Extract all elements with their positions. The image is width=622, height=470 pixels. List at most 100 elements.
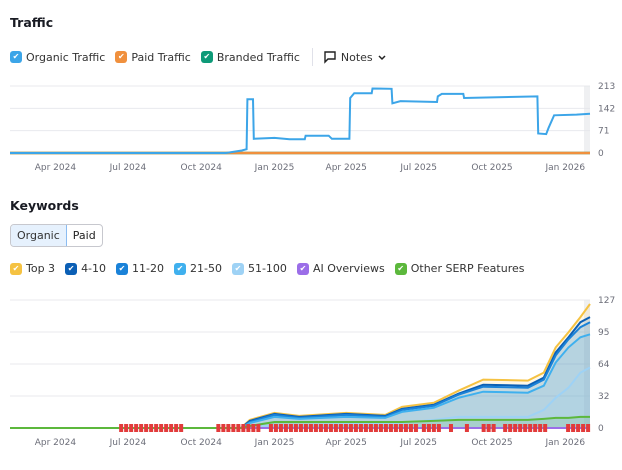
note-marker[interactable] [436, 424, 441, 432]
note-marker[interactable] [174, 424, 179, 432]
legend-ai-overviews[interactable]: ✔ AI Overviews [296, 262, 385, 275]
checkbox-icon[interactable]: ✔ [10, 262, 22, 275]
note-marker[interactable] [124, 424, 129, 432]
note-marker[interactable] [169, 424, 174, 432]
notes-dropdown[interactable]: Notes [323, 50, 387, 64]
note-marker[interactable] [251, 424, 256, 432]
note-marker[interactable] [481, 424, 486, 432]
note-marker[interactable] [256, 424, 261, 432]
note-marker[interactable] [144, 424, 149, 432]
note-marker[interactable] [328, 424, 333, 432]
note-marker[interactable] [221, 424, 226, 432]
note-marker[interactable] [373, 424, 378, 432]
checkbox-icon[interactable]: ✔ [296, 262, 309, 275]
note-marker[interactable] [298, 424, 303, 432]
note-marker[interactable] [353, 424, 358, 432]
note-marker[interactable] [273, 424, 278, 432]
note-marker[interactable] [358, 424, 363, 432]
note-marker[interactable] [383, 424, 388, 432]
note-marker[interactable] [581, 424, 586, 432]
note-marker[interactable] [293, 424, 298, 432]
tab-organic[interactable]: Organic [11, 225, 67, 246]
checkbox-icon[interactable]: ✔ [115, 51, 128, 63]
note-marker[interactable] [318, 424, 323, 432]
note-marker[interactable] [503, 424, 508, 432]
note-marker[interactable] [491, 424, 496, 432]
checkbox-icon[interactable]: ✔ [10, 51, 22, 63]
note-marker[interactable] [486, 424, 491, 432]
legend-organic-traffic[interactable]: ✔ Organic Traffic [10, 51, 105, 64]
note-marker[interactable] [268, 424, 273, 432]
note-marker[interactable] [236, 424, 241, 432]
note-marker[interactable] [231, 424, 236, 432]
note-marker[interactable] [278, 424, 283, 432]
note-marker[interactable] [164, 424, 169, 432]
note-marker[interactable] [241, 424, 246, 432]
note-marker[interactable] [363, 424, 368, 432]
legend-4-10[interactable]: ✔ 4-10 [65, 262, 106, 275]
note-marker[interactable] [523, 424, 528, 432]
note-marker[interactable] [518, 424, 523, 432]
note-marker[interactable] [426, 424, 431, 432]
note-marker[interactable] [179, 424, 184, 432]
note-marker[interactable] [388, 424, 393, 432]
note-marker[interactable] [139, 424, 144, 432]
legend-top-3[interactable]: ✔ Top 3 [10, 262, 55, 275]
note-marker[interactable] [413, 424, 418, 432]
note-marker[interactable] [134, 424, 139, 432]
note-marker[interactable] [333, 424, 338, 432]
note-marker[interactable] [323, 424, 328, 432]
note-marker[interactable] [216, 424, 221, 432]
note-marker[interactable] [528, 424, 533, 432]
note-marker[interactable] [543, 424, 548, 432]
checkbox-icon[interactable]: ✔ [174, 262, 186, 275]
note-marker[interactable] [393, 424, 398, 432]
note-marker[interactable] [303, 424, 308, 432]
note-marker[interactable] [403, 424, 408, 432]
note-marker[interactable] [398, 424, 403, 432]
traffic-chart[interactable]: 213 142 71 0 Apr 2024 Jul 2024 Oct 2024 Jan 202… [0, 78, 622, 178]
note-marker[interactable] [421, 424, 426, 432]
note-marker[interactable] [149, 424, 154, 432]
note-marker[interactable] [576, 424, 581, 432]
note-marker[interactable] [566, 424, 571, 432]
note-marker[interactable] [448, 424, 453, 432]
note-marker[interactable] [348, 424, 353, 432]
note-marker[interactable] [226, 424, 231, 432]
note-marker[interactable] [129, 424, 134, 432]
keywords-chart[interactable]: 127 95 64 32 0 Apr 2024 Jul 2024 Oct 2024 Jan 20… [0, 290, 622, 455]
checkbox-icon[interactable]: ✔ [231, 262, 244, 275]
legend-paid-traffic[interactable]: ✔ Paid Traffic [115, 51, 191, 64]
legend-branded-traffic[interactable]: ✔ Branded Traffic [200, 51, 300, 64]
note-marker[interactable] [154, 424, 159, 432]
note-marker[interactable] [246, 424, 251, 432]
legend-51-100[interactable]: ✔ 51-100 [231, 262, 287, 275]
checkbox-icon[interactable]: ✔ [200, 51, 213, 63]
note-marker[interactable] [513, 424, 518, 432]
note-marker[interactable] [464, 424, 469, 432]
note-marker[interactable] [343, 424, 348, 432]
note-marker[interactable] [571, 424, 576, 432]
note-marker[interactable] [338, 424, 343, 432]
note-marker[interactable] [159, 424, 164, 432]
note-marker[interactable] [313, 424, 318, 432]
checkbox-icon[interactable]: ✔ [65, 262, 78, 275]
tab-paid[interactable]: Paid [72, 229, 96, 242]
note-marker[interactable] [288, 424, 293, 432]
note-marker[interactable] [538, 424, 543, 432]
note-marker[interactable] [533, 424, 538, 432]
legend-11-20[interactable]: ✔ 11-20 [116, 262, 164, 275]
note-marker[interactable] [308, 424, 313, 432]
note-marker[interactable] [378, 424, 383, 432]
note-marker[interactable] [431, 424, 436, 432]
note-marker[interactable] [283, 424, 288, 432]
note-marker[interactable] [119, 424, 124, 432]
checkbox-icon[interactable]: ✔ [116, 262, 129, 275]
legend-21-50[interactable]: ✔ 21-50 [174, 262, 222, 275]
note-marker[interactable] [508, 424, 513, 432]
note-marker[interactable] [586, 424, 591, 432]
legend-other-serp-features[interactable]: ✔ Other SERP Features [394, 262, 524, 275]
note-marker[interactable] [368, 424, 373, 432]
note-marker[interactable] [408, 424, 413, 432]
checkbox-icon[interactable]: ✔ [394, 262, 407, 275]
